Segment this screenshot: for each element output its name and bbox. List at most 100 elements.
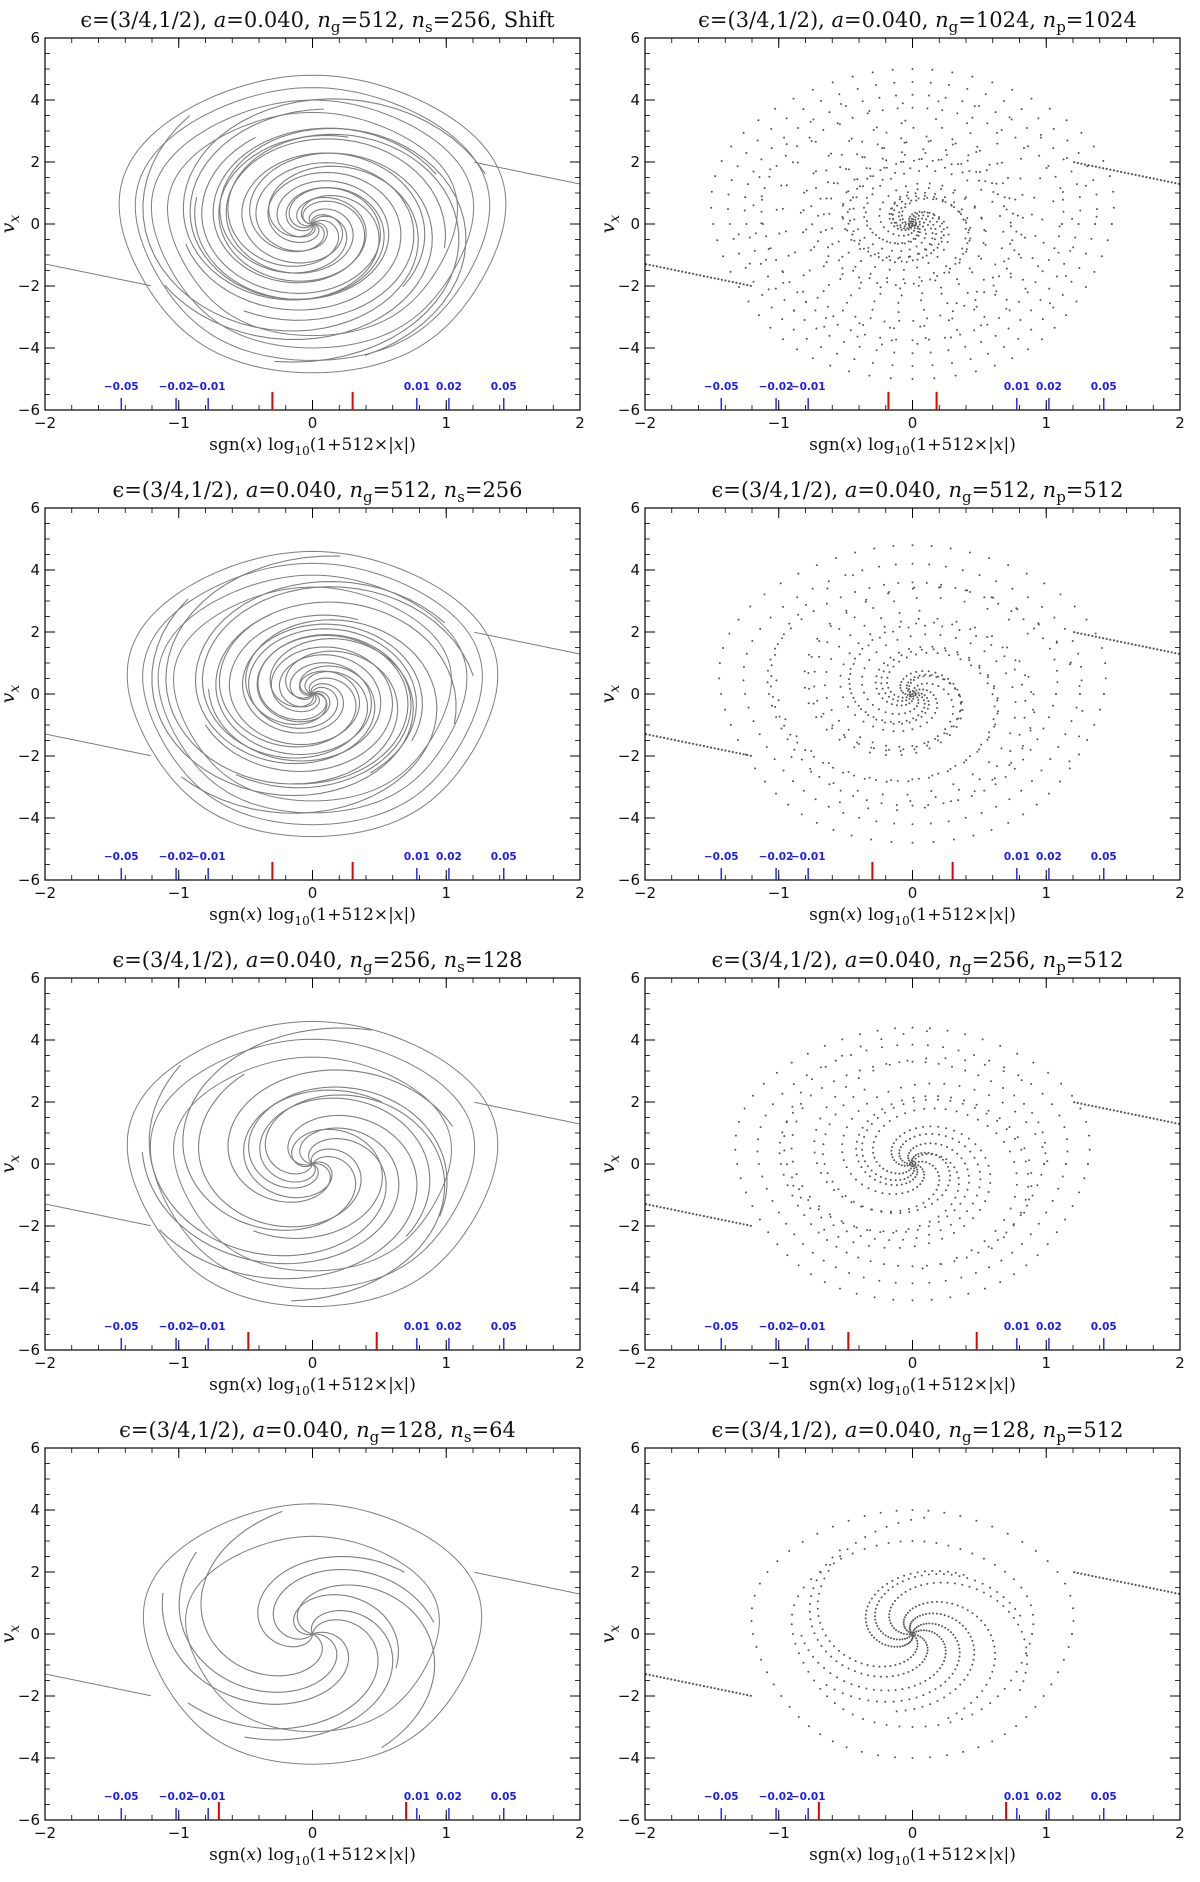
data-point — [891, 712, 894, 715]
data-point — [1073, 161, 1076, 164]
data-point — [659, 736, 662, 739]
data-point — [925, 1622, 928, 1625]
data-point — [912, 319, 915, 322]
data-point — [931, 683, 934, 686]
data-point — [881, 238, 884, 241]
data-point — [949, 1174, 952, 1177]
data-point — [860, 1662, 863, 1665]
data-point — [887, 1689, 890, 1692]
data-point — [912, 126, 915, 129]
data-point — [838, 738, 841, 741]
series-line — [293, 1594, 399, 1669]
data-point — [839, 789, 842, 792]
data-point — [706, 745, 709, 748]
data-point — [927, 1151, 930, 1154]
data-point — [986, 682, 989, 685]
data-point — [1003, 1687, 1006, 1690]
data-point — [875, 1700, 878, 1703]
data-point — [967, 1631, 970, 1634]
data-point — [888, 671, 891, 674]
data-point — [728, 1690, 731, 1693]
data-point — [896, 227, 899, 230]
data-point — [808, 1195, 811, 1198]
data-point — [890, 1645, 893, 1648]
data-point — [1022, 758, 1025, 761]
data-point — [898, 612, 901, 614]
data-point — [833, 1189, 835, 1191]
x-tick-label: 1 — [441, 884, 451, 902]
data-point — [973, 1648, 976, 1651]
data-point — [1009, 1679, 1012, 1682]
data-point — [889, 1622, 892, 1625]
data-point — [876, 1624, 879, 1627]
data-point — [879, 1630, 882, 1633]
data-point — [931, 1570, 934, 1572]
data-point — [759, 1126, 762, 1129]
data-point — [886, 277, 888, 280]
data-point — [898, 198, 901, 201]
data-point — [926, 1044, 929, 1047]
data-point — [866, 1605, 869, 1608]
data-point — [903, 1660, 906, 1663]
data-point — [860, 1166, 863, 1169]
marker-label: −0.05 — [704, 381, 739, 393]
data-point — [911, 1540, 914, 1542]
data-point — [993, 705, 996, 708]
data-point — [783, 298, 786, 301]
data-point — [925, 1644, 928, 1646]
x-tick-label: 1 — [1041, 884, 1051, 902]
data-point — [847, 771, 850, 773]
data-point — [1002, 1070, 1005, 1073]
data-point — [913, 708, 916, 710]
data-point — [885, 780, 888, 783]
data-point — [923, 1107, 926, 1110]
data-point — [913, 1245, 916, 1248]
marker-label: −0.01 — [791, 1791, 826, 1803]
data-point — [911, 544, 914, 547]
data-point — [938, 1635, 941, 1638]
data-point — [1021, 216, 1024, 219]
data-point — [909, 1161, 912, 1164]
data-point — [866, 202, 869, 205]
x-tick-label: 2 — [575, 414, 585, 432]
data-point — [941, 1663, 944, 1666]
data-point — [1112, 190, 1115, 193]
data-point — [1034, 1550, 1037, 1552]
data-point — [677, 269, 680, 272]
data-point — [907, 197, 910, 200]
y-tick-label: 2 — [30, 1093, 40, 1111]
data-point — [1152, 647, 1155, 650]
data-point — [937, 1125, 940, 1128]
data-point — [863, 667, 866, 670]
data-point — [840, 1220, 843, 1223]
data-point — [974, 1143, 977, 1146]
data-point — [757, 314, 760, 317]
data-point — [916, 182, 919, 185]
data-point — [1083, 1573, 1087, 1576]
data-point — [918, 252, 920, 255]
data-point — [915, 1630, 918, 1633]
data-point — [1056, 669, 1058, 672]
data-point — [956, 1640, 959, 1643]
data-point — [879, 1175, 882, 1178]
data-point — [919, 725, 922, 728]
data-point — [951, 1137, 954, 1140]
data-point — [898, 1152, 901, 1155]
data-point — [908, 691, 911, 694]
data-point — [931, 1622, 934, 1625]
data-point — [979, 1149, 982, 1152]
data-point — [753, 1594, 756, 1597]
data-point — [888, 1063, 891, 1066]
data-point — [899, 256, 901, 259]
data-point — [881, 247, 884, 250]
data-point — [823, 1228, 826, 1231]
chart-svg: ϵ=(3/4,1/2), a=0.040, ng=128, np=512−2 −1… — [600, 1418, 1185, 1868]
data-point — [1069, 249, 1072, 252]
data-point — [895, 1638, 898, 1641]
data-point — [957, 799, 960, 802]
data-point — [648, 263, 651, 266]
data-point — [900, 214, 903, 217]
data-point — [1044, 1141, 1046, 1144]
y-axis-label: vx — [0, 1155, 23, 1174]
data-point — [902, 730, 905, 732]
